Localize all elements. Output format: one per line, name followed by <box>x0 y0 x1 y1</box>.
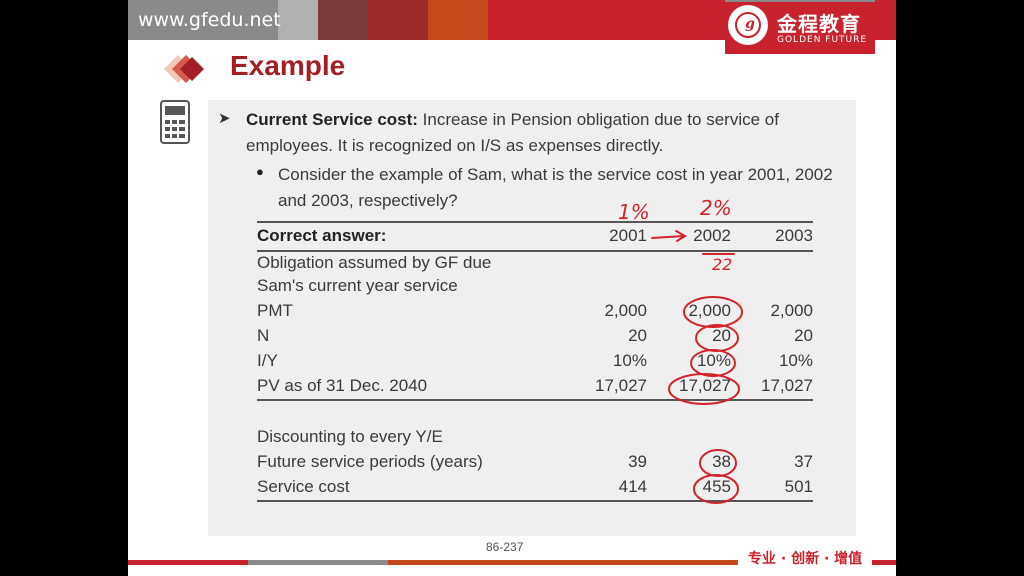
header-year: 2002 <box>693 226 731 245</box>
slide: www.gfedu.net g 金程教育 GOLDEN FUTURE Examp… <box>128 0 896 576</box>
banner-stripe <box>428 0 488 40</box>
table-bottom-rule <box>257 500 813 502</box>
cell: 2,000 <box>688 301 731 320</box>
table-header-row: Correct answer: 2001 2002 2003 <box>257 226 813 250</box>
table-row: Service cost 414 455 501 <box>257 477 813 501</box>
cell: 20 <box>712 326 731 345</box>
footer-stripe <box>872 560 896 565</box>
banner-stripe <box>278 0 318 40</box>
brand-name-en: GOLDEN FUTURE <box>777 35 868 45</box>
cell: 501 <box>784 477 813 496</box>
cell: 2,000 <box>604 301 647 320</box>
row-label: Discounting to every Y/E <box>257 427 443 446</box>
table-row: Sam's current year service <box>257 276 813 300</box>
content-panel: ➤ Current Service cost: Increase in Pens… <box>208 100 856 536</box>
banner-stripe <box>488 0 725 40</box>
cell: 20 <box>628 326 647 345</box>
row-label: PMT <box>257 301 293 320</box>
footer-stripe <box>128 560 248 565</box>
banner-stripe <box>318 0 368 40</box>
row-label: Service cost <box>257 477 350 496</box>
cell: 414 <box>618 477 647 496</box>
footer-slogan: 专业 · 创新 · 增值 <box>748 551 863 567</box>
cell: 17,027 <box>595 376 647 395</box>
footer-stripe <box>388 560 738 565</box>
table-row: I/Y 10% 10% 10% <box>257 351 813 375</box>
footer-stripe <box>248 560 388 565</box>
table-top-rule <box>257 221 813 223</box>
header-year: 2001 <box>609 226 647 245</box>
calculator-icon <box>160 100 190 144</box>
banner-stripe <box>875 0 896 40</box>
row-label: N <box>257 326 270 345</box>
seal-letter: g <box>745 16 755 32</box>
page-number: 86-237 <box>486 540 524 554</box>
bullet-current-service-cost: Current Service cost: Increase in Pensio… <box>246 107 846 159</box>
table-header-rule <box>257 250 813 252</box>
cell: 17,027 <box>761 376 813 395</box>
table-row: PV as of 31 Dec. 2040 17,027 17,027 17,0… <box>257 376 813 400</box>
table-section-rule <box>257 399 813 401</box>
term-label: Current Service cost: <box>246 110 418 129</box>
cell: 10% <box>696 351 731 370</box>
slide-title: Example <box>230 50 346 81</box>
banner-stripe <box>368 0 428 40</box>
cell: 10% <box>612 351 647 370</box>
cell: 38 <box>712 452 731 471</box>
cell: 10% <box>778 351 813 370</box>
term-definition: Increase in Pension obligation due to se… <box>246 110 779 155</box>
bullet-question: Consider the example of Sam, what is the… <box>278 165 833 210</box>
table-row: Obligation assumed by GF due <box>257 253 813 277</box>
seal-icon: g <box>728 5 768 45</box>
cell: 455 <box>702 477 731 496</box>
dot-bullet-icon: ● <box>256 164 264 179</box>
table-row: Future service periods (years) 39 38 37 <box>257 452 813 476</box>
diamond-ornament-icon <box>164 55 204 83</box>
cell: 20 <box>794 326 813 345</box>
row-label: Sam's current year service <box>257 276 458 295</box>
row-label: Future service periods (years) <box>257 452 483 471</box>
brand-logo: g 金程教育 GOLDEN FUTURE <box>725 2 875 54</box>
arrow-bullet-icon: ➤ <box>218 110 231 127</box>
row-label: I/Y <box>257 351 278 370</box>
cell: 17,027 <box>679 376 731 395</box>
brand-name-cn: 金程教育 <box>777 12 861 36</box>
table-row: Discounting to every Y/E <box>257 427 813 451</box>
cell: 2,000 <box>770 301 813 320</box>
row-label: Obligation assumed by GF due <box>257 253 492 272</box>
cell: 37 <box>794 452 813 471</box>
row-label: PV as of 31 Dec. 2040 <box>257 376 428 395</box>
cell: 39 <box>628 452 647 471</box>
header-label: Correct answer: <box>257 226 387 245</box>
header-year: 2003 <box>775 226 813 245</box>
table-row: N 20 20 20 <box>257 326 813 350</box>
table-row: PMT 2,000 2,000 2,000 <box>257 301 813 325</box>
site-url: www.gfedu.net <box>138 9 281 31</box>
